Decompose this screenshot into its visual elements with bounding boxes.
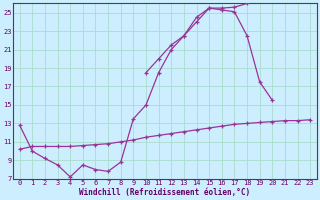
X-axis label: Windchill (Refroidissement éolien,°C): Windchill (Refroidissement éolien,°C) [79,188,251,197]
